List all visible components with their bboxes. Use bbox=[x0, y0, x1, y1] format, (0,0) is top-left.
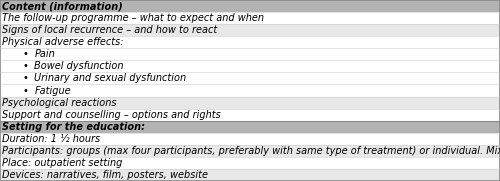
Bar bbox=[0, 169, 500, 181]
Text: Duration: 1 ½ hours: Duration: 1 ½ hours bbox=[2, 134, 100, 144]
Bar bbox=[0, 121, 500, 133]
Bar bbox=[0, 24, 500, 36]
Text: •: • bbox=[22, 49, 28, 59]
Bar bbox=[0, 60, 500, 72]
Text: Content (information): Content (information) bbox=[2, 1, 123, 11]
Text: Bowel dysfunction: Bowel dysfunction bbox=[34, 61, 124, 71]
Text: Physical adverse effects:: Physical adverse effects: bbox=[2, 37, 124, 47]
Text: Participants: groups (max four participants, preferably with same type of treatm: Participants: groups (max four participa… bbox=[2, 146, 500, 156]
Bar bbox=[0, 145, 500, 157]
Bar bbox=[0, 48, 500, 60]
Bar bbox=[0, 85, 500, 96]
Text: Pain: Pain bbox=[34, 49, 55, 59]
Text: Setting for the education:: Setting for the education: bbox=[2, 122, 145, 132]
Text: Devices: narratives, film, posters, website: Devices: narratives, film, posters, webs… bbox=[2, 170, 208, 180]
Bar bbox=[0, 157, 500, 169]
Bar bbox=[0, 96, 500, 109]
Text: •: • bbox=[22, 61, 28, 71]
Text: Signs of local recurrence – and how to react: Signs of local recurrence – and how to r… bbox=[2, 25, 217, 35]
Bar bbox=[0, 72, 500, 85]
Text: Place: outpatient setting: Place: outpatient setting bbox=[2, 158, 122, 168]
Text: •: • bbox=[22, 85, 28, 96]
Text: Support and counselling – options and rights: Support and counselling – options and ri… bbox=[2, 110, 221, 120]
Text: Psychological reactions: Psychological reactions bbox=[2, 98, 116, 108]
Text: Urinary and sexual dysfunction: Urinary and sexual dysfunction bbox=[34, 73, 186, 83]
Text: Fatigue: Fatigue bbox=[34, 85, 71, 96]
Bar bbox=[0, 133, 500, 145]
Bar bbox=[0, 109, 500, 121]
Bar bbox=[0, 36, 500, 48]
Bar bbox=[0, 12, 500, 24]
Bar bbox=[0, 0, 500, 12]
Text: •: • bbox=[22, 73, 28, 83]
Text: The follow-up programme – what to expect and when: The follow-up programme – what to expect… bbox=[2, 13, 264, 23]
